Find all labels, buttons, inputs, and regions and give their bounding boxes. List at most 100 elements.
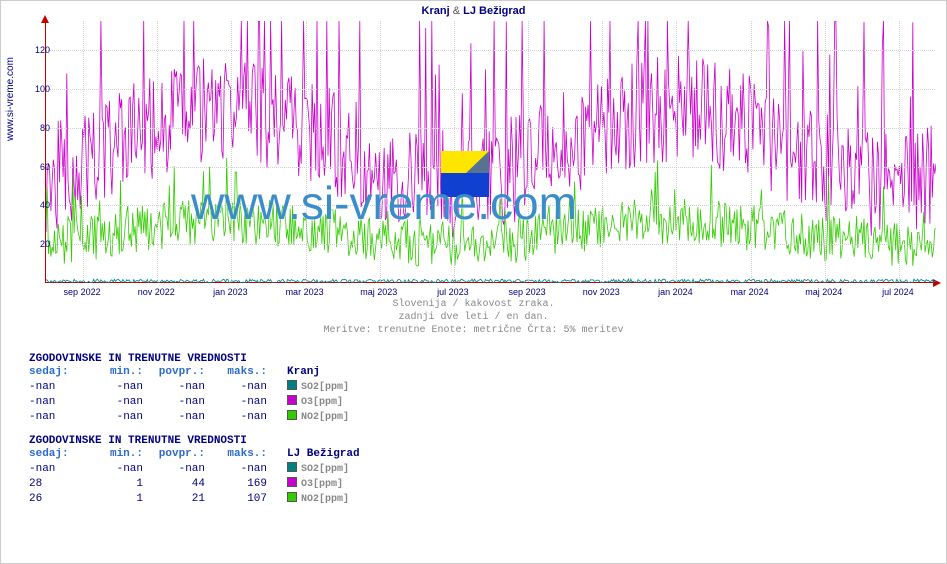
legend-entry: SO2[ppm]	[277, 462, 359, 477]
gridline	[46, 89, 935, 90]
gridline	[46, 50, 935, 51]
table-header: min.:	[91, 447, 153, 462]
legend-entry: O3[ppm]	[277, 395, 353, 410]
table-cell: -nan	[29, 410, 91, 425]
data-tables: ZGODOVINSKE IN TRENUTNE VREDNOSTIsedaj:m…	[29, 343, 370, 507]
station-name: LJ Bežigrad	[277, 447, 370, 462]
table-header: maks.:	[215, 447, 277, 462]
vgridline	[602, 21, 603, 282]
watermark-logo-icon	[441, 151, 489, 197]
table-cell: -nan	[91, 380, 153, 395]
x-tick-label: nov 2023	[583, 287, 620, 297]
table-cell: -nan	[153, 395, 215, 410]
table-header: sedaj:	[29, 447, 91, 462]
table-header: povpr.:	[153, 447, 215, 462]
y-tick-label: 120	[20, 45, 50, 55]
table-header: min.:	[91, 365, 153, 380]
vgridline	[83, 21, 84, 282]
table-cell: -nan	[153, 410, 215, 425]
table-cell: 44	[153, 477, 215, 492]
gridline	[46, 244, 935, 245]
legend-swatch-icon	[287, 492, 297, 502]
table-cell: -nan	[29, 395, 91, 410]
gridline	[46, 128, 935, 129]
vgridline	[751, 21, 752, 282]
table-cell: 26	[29, 492, 91, 507]
table-title: ZGODOVINSKE IN TRENUTNE VREDNOSTI	[29, 435, 370, 447]
legend-label: O3[ppm]	[301, 479, 343, 490]
vgridline	[157, 21, 158, 282]
y-tick-label: 60	[20, 162, 50, 172]
vgridline	[676, 21, 677, 282]
table-cell: 28	[29, 477, 91, 492]
caption-line-2: zadnji dve leti / en dan.	[1, 312, 946, 323]
table-row: -nan-nan-nan-nanSO2[ppm]	[29, 462, 370, 477]
y-tick-label: 100	[20, 84, 50, 94]
legend-swatch-icon	[287, 380, 297, 390]
legend-label: NO2[ppm]	[301, 494, 349, 505]
table-cell: -nan	[153, 462, 215, 477]
table-row: 28144169 O3[ppm]	[29, 477, 370, 492]
x-tick-label: maj 2023	[360, 287, 397, 297]
y-tick-label: 80	[20, 123, 50, 133]
legend-label: SO2[ppm]	[301, 464, 349, 475]
legend-entry: NO2[ppm]	[277, 410, 359, 425]
legend-swatch-icon	[287, 462, 297, 472]
table-cell: -nan	[91, 462, 153, 477]
legend-label: O3[ppm]	[301, 397, 343, 408]
caption-line-1: Slovenija / kakovost zraka.	[1, 299, 946, 310]
legend-entry: O3[ppm]	[277, 477, 353, 492]
table-cell: -nan	[215, 410, 277, 425]
x-tick-label: jul 2023	[437, 287, 469, 297]
legend-label: NO2[ppm]	[301, 412, 349, 423]
legend-swatch-icon	[287, 395, 297, 405]
table-cell: -nan	[215, 462, 277, 477]
legend-swatch-icon	[287, 410, 297, 420]
table-cell: 1	[91, 492, 153, 507]
x-tick-label: jan 2023	[213, 287, 248, 297]
table-cell: -nan	[215, 380, 277, 395]
table-row: -nan-nan-nan-nanNO2[ppm]	[29, 410, 370, 425]
x-tick-label: jul 2024	[882, 287, 914, 297]
table-cell: -nan	[153, 380, 215, 395]
y-tick-label: 20	[20, 239, 50, 249]
x-tick-label: nov 2022	[138, 287, 175, 297]
series-SO2	[46, 279, 936, 283]
table-header: povpr.:	[153, 365, 215, 380]
legend-entry: SO2[ppm]	[277, 380, 359, 395]
vgridline	[380, 21, 381, 282]
vgridline	[899, 21, 900, 282]
x-tick-label: mar 2024	[731, 287, 769, 297]
legend-swatch-icon	[287, 477, 297, 487]
table-cell: -nan	[29, 462, 91, 477]
table-cell: 107	[215, 492, 277, 507]
vgridline	[528, 21, 529, 282]
x-tick-label: maj 2024	[805, 287, 842, 297]
legend-entry: NO2[ppm]	[277, 492, 359, 507]
table-cell: -nan	[215, 395, 277, 410]
legend-label: SO2[ppm]	[301, 382, 349, 393]
table-cell: 169	[215, 477, 277, 492]
table-cell: 1	[91, 477, 153, 492]
table-row: -nan-nan-nan-nanSO2[ppm]	[29, 380, 370, 395]
x-tick-label: mar 2023	[286, 287, 324, 297]
caption-line-3: Meritve: trenutne Enote: metrične Črta: …	[1, 325, 946, 336]
vgridline	[306, 21, 307, 282]
table-cell: -nan	[91, 395, 153, 410]
table-header: sedaj:	[29, 365, 91, 380]
x-tick-label: sep 2023	[509, 287, 546, 297]
vgridline	[825, 21, 826, 282]
y-tick-label: 40	[20, 200, 50, 210]
table-cell: -nan	[29, 380, 91, 395]
x-tick-label: jan 2024	[658, 287, 693, 297]
x-tick-label: sep 2022	[64, 287, 101, 297]
chart-plot-area	[45, 21, 935, 283]
table-row: -nan-nan-nan-nanO3[ppm]	[29, 395, 370, 410]
vgridline	[231, 21, 232, 282]
table-title: ZGODOVINSKE IN TRENUTNE VREDNOSTI	[29, 353, 370, 365]
table-cell: 21	[153, 492, 215, 507]
chart-title: Kranj & LJ Bežigrad	[1, 5, 946, 17]
side-url-label: www.si-vreme.com	[5, 57, 16, 141]
table-header: maks.:	[215, 365, 277, 380]
gridline	[46, 205, 935, 206]
